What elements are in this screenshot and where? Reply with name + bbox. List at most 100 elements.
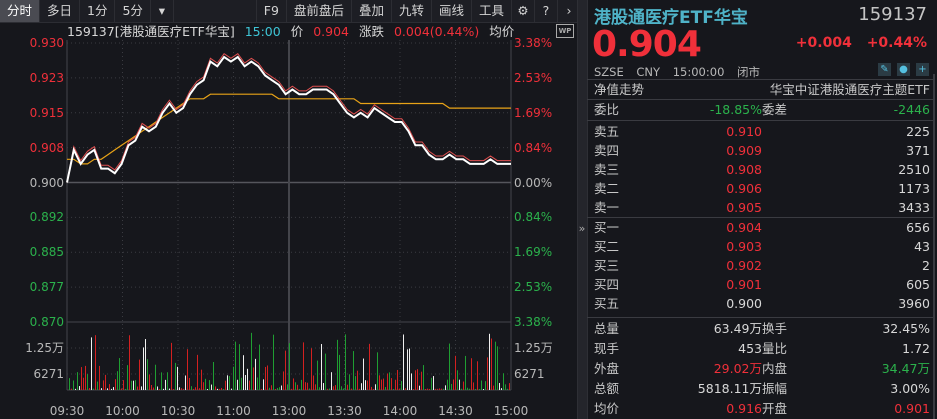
tab-multi-day[interactable]: 多日 [40, 0, 81, 22]
x-axis-tick: 10:30 [160, 404, 196, 418]
stat-label: 量比 [762, 341, 788, 356]
tab-intraday[interactable]: 分时 [0, 0, 41, 22]
tools-button[interactable]: 工具 [472, 0, 512, 22]
y-left-tick: 0.930 [29, 36, 64, 50]
bid-row: 买二 0.903 43 [594, 237, 930, 256]
ask-level-label: 卖三 [594, 162, 620, 177]
bid-row: 买三 0.902 2 [594, 256, 930, 275]
y-right-tick: 0.84% [514, 140, 553, 155]
y-left-tick: 0.915 [29, 105, 64, 120]
chart-header: 159137[港股通医疗ETF华宝] 15:00 价 0.904 涨跌 0.00… [67, 23, 520, 41]
change-value: 0.004(0.44%) [393, 24, 480, 39]
overlay-button[interactable]: 叠加 [352, 0, 392, 22]
volume-bars [69, 332, 510, 390]
y-left-tick: 0.877 [29, 280, 64, 295]
weicha-value: -2446 [893, 102, 930, 117]
stat-row: 总额 5818.11万 振幅 3.00% [594, 379, 930, 398]
stat-value: 34.47万 [881, 361, 930, 376]
chart-toolbar: 分时 多日 1分 5分 ▾ F9 盘前盘后 叠加 九转 画线 工具 ⚙ ? › [0, 0, 580, 23]
nine-turn-button[interactable]: 九转 [392, 0, 432, 22]
stat-row: 总量 63.49万 换手 32.45% [594, 319, 930, 338]
x-axis-tick: 15:00 [493, 404, 529, 418]
bid-price: 0.904 [726, 220, 762, 235]
ask-volume: 2510 [898, 162, 930, 177]
bid-price: 0.902 [726, 258, 762, 273]
ask-row: 卖五 0.910 225 [594, 122, 930, 141]
price-label: 价 [290, 24, 304, 39]
plus-icon[interactable]: + [916, 63, 929, 76]
ask-row: 卖二 0.906 1173 [594, 179, 930, 198]
wp-badge-icon[interactable]: WP [556, 24, 574, 38]
y-left-tick: 0.885 [29, 245, 64, 260]
bid-level-label: 买五 [594, 296, 620, 311]
y-left-tick: 0.870 [29, 315, 64, 329]
gear-icon[interactable]: ⚙ [512, 0, 535, 22]
ask-volume: 3433 [898, 200, 930, 215]
x-axis-tick: 14:30 [438, 404, 473, 418]
separator [587, 79, 933, 80]
stat-label: 总量 [594, 321, 620, 336]
market-status: 闭市 [737, 65, 761, 79]
bid-level-label: 买四 [594, 277, 620, 292]
avg-price-line [67, 93, 511, 165]
stat-row: 现手 453 量比 1.72 [594, 339, 930, 358]
x-axis-tick: 14:00 [382, 404, 418, 418]
change-percent: +0.44% [866, 35, 927, 51]
y-left-tick: 0.923 [29, 70, 64, 85]
bell-icon[interactable]: ● [897, 63, 910, 76]
draw-line-button[interactable]: 画线 [432, 0, 472, 22]
ask-price: 0.908 [726, 162, 762, 177]
separator [587, 99, 933, 100]
bid-volume: 656 [906, 220, 930, 235]
tab-1min[interactable]: 1分 [80, 0, 116, 22]
volume-tick: 1.25万 [514, 341, 553, 355]
bid-price: 0.903 [726, 239, 762, 254]
price-change: +0.004 +0.44% [786, 35, 927, 51]
weicha-label: 委差 [762, 102, 788, 117]
stat-value: 3.00% [890, 381, 930, 396]
help-icon[interactable]: ? [535, 0, 558, 22]
panel-actions: ✎ ● + [878, 63, 929, 76]
stat-label: 内盘 [762, 361, 788, 376]
pre-post-market-button[interactable]: 盘前盘后 [287, 0, 352, 22]
stat-value: 1.72 [902, 341, 930, 356]
collapse-panel-icon[interactable]: » [578, 222, 586, 235]
ask-row: 卖一 0.905 3433 [594, 198, 930, 217]
chart-time: 15:00 [244, 24, 281, 39]
price-value: 0.904 [313, 24, 349, 39]
panel-divider[interactable] [577, 0, 588, 419]
price-shadow-line [66, 53, 511, 183]
chevron-right-icon[interactable]: › [566, 3, 572, 18]
panel-scrollbar[interactable] [933, 74, 935, 419]
f9-button[interactable]: F9 [257, 0, 287, 22]
stat-label: 开盘 [762, 401, 788, 416]
bid-level-label: 买一 [594, 220, 620, 235]
stat-label: 换手 [762, 321, 788, 336]
y-right-tick: 0.00% [514, 175, 553, 190]
separator [587, 317, 933, 318]
stat-label: 总额 [594, 381, 620, 396]
y-right-tick: 3.38% [514, 315, 553, 329]
intraday-chart[interactable] [0, 0, 580, 419]
nav-trend-link[interactable]: 净值走势 [594, 82, 645, 97]
exchange: SZSE [594, 65, 624, 79]
ask-level-label: 卖五 [594, 124, 620, 139]
ask-row: 卖三 0.908 2510 [594, 160, 930, 179]
y-left-tick: 0.908 [29, 140, 64, 155]
stat-row: 外盘 29.02万 内盘 34.47万 [594, 359, 930, 378]
nav-row[interactable]: 净值走势 华宝中证港股通医疗主题ETF [594, 80, 930, 99]
stat-label: 均价 [594, 401, 620, 416]
x-axis-tick: 13:00 [271, 404, 307, 418]
bid-volume: 605 [906, 277, 930, 292]
change-amount: +0.004 [795, 35, 852, 51]
quote-time: 15:00:00 [672, 65, 725, 79]
filter-dropdown-icon[interactable]: ▾ [151, 0, 174, 22]
volume-tick: 6271 [514, 367, 545, 381]
avg-label: 均价 [489, 24, 515, 39]
bid-price: 0.901 [726, 277, 762, 292]
tab-5min[interactable]: 5分 [115, 0, 151, 22]
weibi-label: 委比 [594, 102, 620, 117]
stat-value: 63.49万 [713, 321, 762, 336]
pencil-icon[interactable]: ✎ [878, 63, 891, 76]
weibi-row: 委比 -18.85% 委差 -2446 [594, 100, 930, 119]
